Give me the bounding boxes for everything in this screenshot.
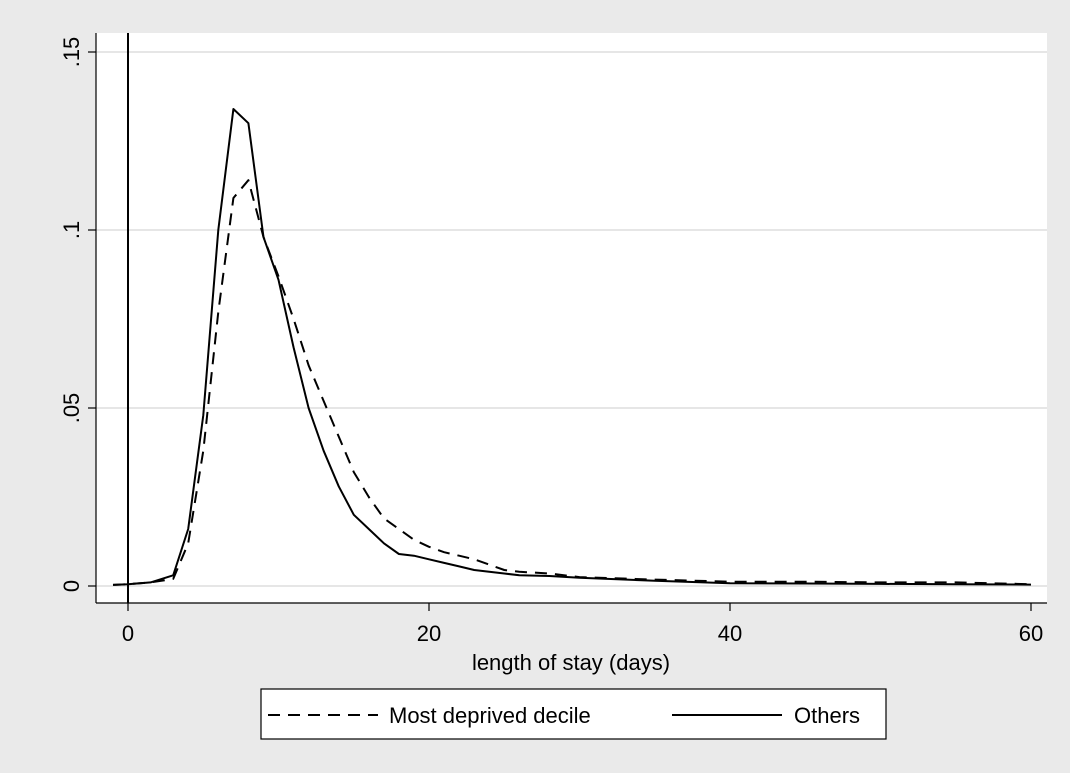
x-axis-ticks: 0 20 40 60: [122, 603, 1043, 646]
series-line-1: [112, 108, 1032, 586]
x-tick-label-0: 0: [122, 621, 134, 646]
x-tick-label-2: 40: [718, 621, 742, 646]
y-tick-label-3: .15: [59, 37, 84, 68]
legend-label-others: Others: [794, 703, 860, 728]
y-axis-ticks: 0 .05 .1 .15: [59, 37, 96, 592]
x-tick-label-1: 20: [417, 621, 441, 646]
x-axis-title: length of stay (days): [472, 650, 670, 675]
legend: Most deprived decile Others: [260, 688, 887, 740]
legend-label-most-deprived-decile: Most deprived decile: [389, 703, 591, 728]
y-tick-label-2: .1: [59, 221, 84, 239]
plot-area: [96, 33, 1047, 603]
y-tick-label-0: 0: [59, 580, 84, 592]
gridlines: [96, 51, 1047, 587]
x-tick-label-3: 60: [1019, 621, 1043, 646]
series-group: [112, 108, 1032, 586]
y-tick-label-1: .05: [59, 393, 84, 424]
